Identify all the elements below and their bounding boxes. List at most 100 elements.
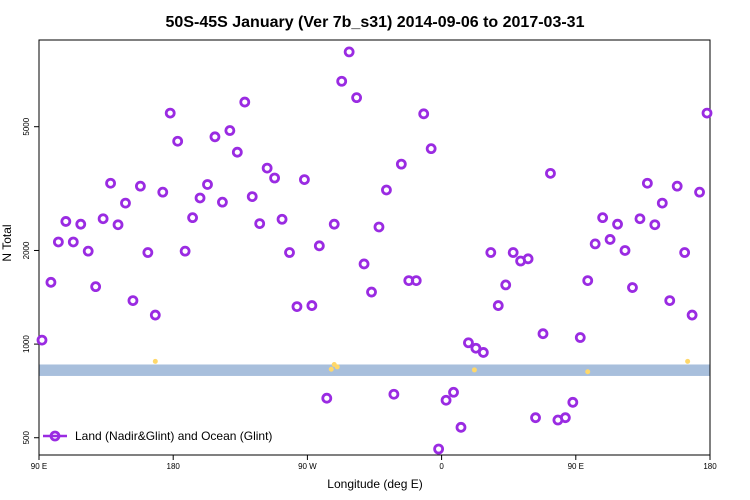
data-point (522, 253, 534, 265)
y-tick-label: 2000 (22, 241, 31, 259)
data-point (373, 221, 385, 233)
data-point (261, 162, 273, 174)
data-point (507, 247, 519, 258)
y-tick-label: 500 (22, 431, 31, 445)
data-point (134, 180, 146, 192)
data-point (45, 276, 57, 288)
data-point (530, 412, 541, 424)
data-point (686, 309, 698, 321)
data-point (537, 328, 549, 340)
data-point (149, 309, 161, 321)
data-point (567, 396, 579, 408)
data-point (574, 332, 586, 343)
data-point (343, 46, 355, 58)
data-point-minor (471, 367, 477, 373)
data-point (75, 218, 87, 230)
data-point-minor (152, 358, 158, 364)
data-point (664, 295, 676, 306)
data-point (60, 216, 72, 227)
plot-area: 90 E 180 90 W 0 90 E 180 500 1000 2000 5000 (22, 39, 717, 471)
data-point (477, 347, 489, 358)
data-point (97, 213, 109, 225)
x-tick-label: 180 (703, 462, 717, 471)
data-point-minor (685, 358, 691, 364)
data-point (679, 247, 691, 258)
legend: Land (Nadir&Glint) and Ocean (Glint) (43, 429, 272, 443)
data-point-minor (585, 369, 591, 375)
data-point (239, 96, 251, 108)
data-point (545, 167, 556, 179)
data-point (202, 179, 213, 190)
data-point (187, 212, 198, 224)
data-point (52, 236, 64, 248)
data-point (276, 213, 288, 225)
x-axis-label: Longitude (deg E) (327, 477, 422, 491)
data-point (157, 186, 169, 198)
data-point (224, 125, 236, 136)
data-point (217, 196, 228, 208)
legend-marker (49, 430, 61, 442)
data-point (82, 245, 94, 257)
data-point (500, 279, 512, 291)
data-point (112, 219, 124, 231)
x-tick-label: 0 (439, 462, 444, 471)
data-point (142, 247, 154, 258)
data-point (351, 92, 363, 104)
data-point (313, 240, 325, 252)
data-point (433, 443, 445, 455)
data-point (694, 186, 705, 198)
data-point (559, 412, 571, 424)
data-point (127, 295, 139, 306)
data-point (470, 342, 482, 354)
data-point (425, 143, 437, 155)
data-point (395, 158, 407, 170)
data-point (485, 247, 497, 258)
data-point (671, 180, 683, 192)
data-point (448, 386, 459, 398)
data-point (246, 191, 258, 203)
data-point (440, 394, 452, 406)
plot-frame (38, 39, 711, 456)
data-point (306, 300, 318, 311)
y-tick-label: 1000 (22, 335, 31, 353)
data-point (67, 236, 79, 248)
data-point (172, 135, 184, 147)
data-point (36, 334, 48, 346)
data-point (612, 218, 623, 230)
data-point (321, 392, 333, 404)
data-point (492, 300, 504, 311)
chart-title: 50S-45S January (Ver 7b_s31) 2014-09-06 … (166, 14, 585, 31)
data-point (589, 238, 601, 250)
data-point (120, 197, 131, 209)
data-point (627, 282, 638, 293)
shaded-band (39, 364, 710, 376)
data-point (410, 275, 422, 287)
data-point (299, 174, 310, 185)
data-point (463, 337, 474, 349)
data-point (634, 213, 646, 225)
data-point (597, 212, 609, 224)
data-point (388, 388, 400, 400)
data-point (291, 301, 303, 313)
x-tick-label: 90 E (31, 462, 47, 471)
data-point (649, 219, 661, 231)
legend-label: Land (Nadir&Glint) and Ocean (Glint) (75, 429, 272, 443)
data-point (418, 108, 430, 120)
data-point (90, 281, 102, 293)
data-point (656, 197, 668, 209)
data-point (284, 247, 295, 258)
x-tick-label: 90 W (298, 462, 317, 471)
data-point (164, 107, 176, 119)
x-tick-label: 90 E (568, 462, 584, 471)
data-point (231, 146, 243, 158)
data-point (194, 192, 206, 204)
data-point (105, 177, 116, 189)
data-point (604, 234, 616, 245)
data-point-minor (334, 364, 340, 370)
data-point (336, 75, 348, 87)
data-point (582, 275, 594, 287)
data-point (619, 245, 631, 256)
data-point (179, 245, 191, 257)
data-point (701, 107, 713, 119)
